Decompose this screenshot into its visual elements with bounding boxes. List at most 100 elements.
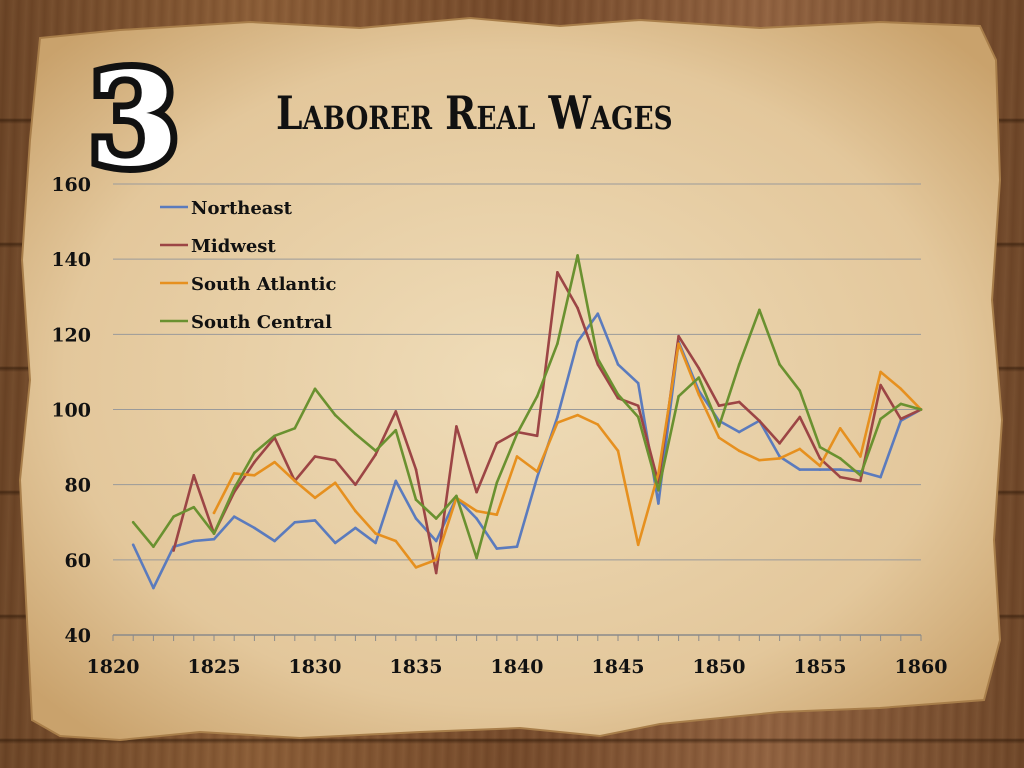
- data-point: [293, 426, 297, 430]
- chart-series: [131, 254, 923, 590]
- data-point: [414, 566, 418, 569]
- data-point: [556, 342, 559, 346]
- data-point: [434, 517, 438, 520]
- data-point: [313, 455, 317, 458]
- data-point: [737, 363, 741, 366]
- data-point: [535, 475, 539, 479]
- data-point: [313, 387, 317, 391]
- data-point: [394, 428, 398, 432]
- data-point: [354, 526, 357, 530]
- data-point: [475, 517, 478, 520]
- data-point: [758, 458, 761, 462]
- data-point: [293, 520, 297, 524]
- data-point: [152, 586, 155, 590]
- data-point: [879, 383, 882, 387]
- data-point: [253, 526, 256, 530]
- data-point: [636, 404, 640, 408]
- legend-label: Midwest: [191, 236, 276, 257]
- data-point: [535, 470, 539, 473]
- data-point: [232, 515, 236, 518]
- data-point: [576, 306, 579, 310]
- data-point: [394, 479, 398, 483]
- x-tick-label: 1820: [87, 656, 140, 678]
- data-point: [859, 479, 862, 483]
- series-line-south-atlantic: [212, 342, 923, 569]
- data-point: [636, 415, 640, 419]
- data-point: [232, 487, 236, 490]
- data-point: [374, 449, 377, 453]
- legend-label: Northeast: [191, 198, 293, 219]
- data-point: [818, 445, 822, 449]
- data-point: [677, 395, 680, 398]
- data-point: [333, 481, 337, 485]
- data-point: [212, 511, 216, 515]
- data-point: [879, 417, 882, 421]
- data-point: [657, 489, 660, 492]
- data-point: [455, 425, 458, 428]
- data-point: [737, 400, 741, 404]
- data-point: [192, 505, 196, 509]
- data-point: [535, 395, 539, 398]
- data-point: [273, 460, 276, 464]
- data-point: [616, 449, 620, 453]
- data-point: [798, 447, 802, 451]
- data-point: [354, 483, 357, 486]
- data-point: [798, 415, 802, 419]
- data-point: [758, 419, 761, 423]
- legend-label: South Atlantic: [191, 274, 336, 295]
- data-point: [273, 539, 276, 543]
- data-point: [616, 393, 620, 396]
- data-point: [414, 517, 418, 520]
- data-point: [475, 509, 478, 513]
- y-tick-label: 140: [51, 249, 91, 271]
- y-tick-label: 60: [65, 550, 91, 572]
- x-tick-label: 1835: [390, 656, 443, 678]
- data-point: [677, 334, 680, 338]
- data-point: [515, 455, 519, 458]
- data-point: [172, 549, 175, 552]
- data-point: [192, 473, 196, 477]
- data-point: [576, 413, 579, 417]
- data-point: [818, 464, 822, 468]
- data-point: [737, 430, 741, 434]
- data-point: [778, 457, 781, 460]
- data-point: [798, 468, 802, 471]
- data-point: [596, 363, 600, 366]
- y-tick-label: 80: [65, 475, 91, 497]
- data-point: [838, 468, 842, 471]
- data-point: [354, 432, 357, 436]
- data-point: [333, 541, 337, 545]
- data-point: [495, 481, 499, 485]
- chart-axes: 40 60 80 100 120 140 160 1820 1825 1830 1835 1840 18…: [51, 174, 947, 678]
- data-point: [374, 541, 377, 545]
- data-point: [131, 520, 135, 524]
- data-point: [515, 545, 519, 548]
- data-point: [838, 475, 842, 479]
- x-tick-label: 1860: [895, 656, 948, 678]
- data-point: [899, 419, 903, 423]
- data-point: [313, 496, 317, 500]
- data-point: [313, 519, 317, 522]
- chart-legend: Northeast Midwest South Atlantic South Cent…: [160, 198, 336, 333]
- data-point: [818, 468, 822, 471]
- data-point: [212, 532, 216, 535]
- data-point: [737, 449, 741, 453]
- y-tick-label: 160: [51, 174, 91, 196]
- data-point: [879, 475, 882, 479]
- data-point: [899, 402, 903, 406]
- data-point: [495, 547, 499, 550]
- data-point: [616, 363, 620, 366]
- data-point: [596, 312, 600, 315]
- data-point: [859, 455, 862, 458]
- series-line-midwest: [172, 270, 923, 575]
- data-point: [919, 408, 923, 411]
- data-point: [556, 415, 559, 419]
- data-point: [495, 442, 499, 445]
- data-point: [475, 556, 478, 560]
- data-point: [354, 509, 357, 513]
- data-point: [394, 410, 398, 413]
- data-point: [838, 457, 842, 460]
- x-tick-label: 1840: [491, 656, 544, 678]
- data-point: [697, 393, 701, 396]
